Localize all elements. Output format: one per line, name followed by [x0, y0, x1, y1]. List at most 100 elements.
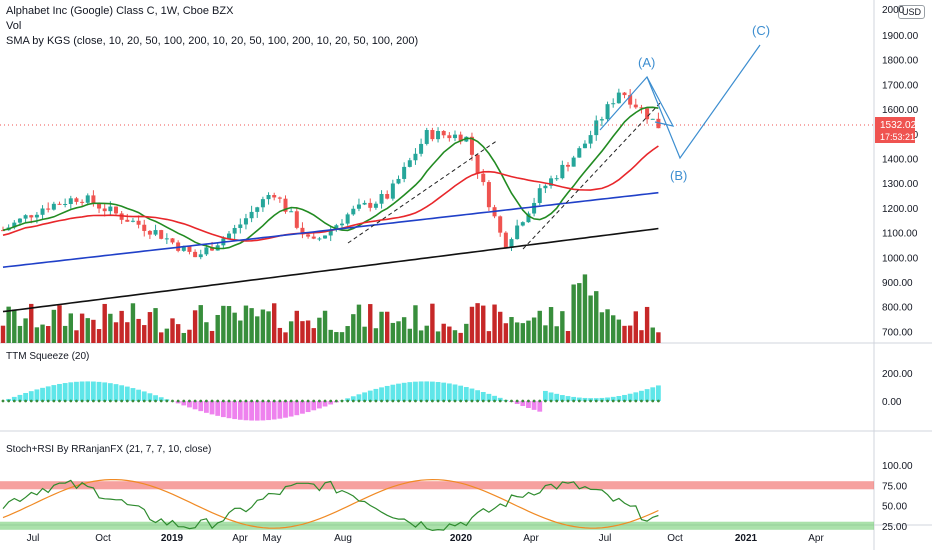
volume-bar	[29, 303, 34, 343]
wave-label-b: (B)	[670, 168, 687, 183]
candle	[114, 206, 118, 214]
candle	[91, 195, 96, 204]
candle	[74, 198, 79, 202]
volume-bar	[396, 321, 401, 343]
candle	[125, 219, 130, 222]
candle	[628, 95, 633, 105]
squeeze-bar	[610, 396, 616, 401]
candle	[108, 206, 113, 212]
candle	[238, 224, 243, 228]
volume-bar	[650, 327, 655, 343]
volume-bar	[531, 317, 537, 343]
squeeze-dot	[221, 399, 225, 403]
volume-bar	[260, 309, 266, 343]
squeeze-dot	[63, 399, 67, 403]
volume-bar	[283, 332, 288, 343]
candle	[51, 203, 56, 210]
candle	[97, 203, 102, 209]
candle	[430, 130, 435, 140]
squeeze-dot	[431, 399, 434, 403]
squeeze-dot	[7, 399, 11, 403]
squeeze-dot	[312, 399, 316, 403]
squeeze-dot	[24, 399, 27, 403]
time-axis-label: Aug	[334, 533, 352, 544]
squeeze-dot	[137, 399, 141, 403]
chart-symbol-title: Alphabet Inc (Google) Class C, 1W, Cboe …	[6, 5, 234, 17]
candle	[503, 232, 508, 248]
squeeze-dot	[12, 399, 16, 403]
candle	[515, 225, 520, 240]
volume-bar	[458, 332, 463, 343]
squeeze-bar	[520, 401, 526, 407]
squeeze-dot	[103, 399, 107, 403]
squeeze-dot	[628, 399, 632, 403]
squeeze-dot	[481, 399, 485, 403]
volume-bar	[543, 325, 548, 343]
time-axis-label: 2020	[450, 533, 473, 544]
time-axis-label: Oct	[667, 533, 683, 544]
squeeze-dot	[1, 399, 5, 403]
squeeze-dot	[640, 399, 643, 403]
volume-bar	[119, 310, 124, 343]
squeeze-bar	[209, 401, 215, 415]
volume-bar	[498, 311, 503, 343]
volume-bar	[503, 323, 509, 343]
squeeze-dot	[623, 399, 626, 403]
currency-selector[interactable]: USD	[897, 5, 925, 19]
squeeze-dot	[193, 399, 197, 403]
squeeze-dot	[363, 399, 366, 403]
candle	[272, 195, 277, 198]
squeeze-bar	[260, 401, 266, 421]
volume-bar	[554, 326, 559, 343]
squeeze-bar	[17, 394, 23, 401]
squeeze-dot	[261, 399, 265, 403]
candle	[159, 230, 164, 239]
squeeze-bar	[51, 385, 57, 401]
squeeze-dot	[318, 399, 321, 403]
squeeze-dot	[515, 399, 519, 403]
candle	[645, 108, 650, 120]
squeeze-bar	[656, 385, 661, 401]
squeeze-bar	[446, 383, 452, 401]
candle	[277, 197, 282, 199]
volume-bar	[362, 326, 367, 343]
rsi-line	[2, 479, 659, 532]
squeeze-dot	[35, 399, 39, 403]
volume-bar	[175, 324, 181, 343]
squeeze-dot	[600, 399, 604, 403]
time-axis-label: 2021	[735, 533, 758, 544]
squeeze-dot	[176, 399, 180, 403]
squeeze-dot	[617, 399, 621, 403]
price-axis-label: 900.00	[882, 278, 913, 289]
volume-bar	[492, 304, 497, 343]
squeeze-dot	[583, 399, 587, 403]
squeeze-dot	[589, 399, 592, 403]
squeeze-dot	[108, 399, 112, 403]
squeeze-bar	[605, 397, 610, 401]
squeeze-dot	[657, 399, 660, 403]
squeeze-bar	[249, 401, 254, 421]
sma-line-black	[2, 227, 659, 313]
squeeze-bar	[232, 401, 238, 420]
candle	[407, 160, 412, 167]
squeeze-dot	[131, 399, 135, 403]
volume-bar	[616, 319, 622, 343]
squeeze-dot	[46, 399, 50, 403]
candle	[560, 164, 565, 179]
candle	[306, 234, 311, 237]
squeeze-bar	[480, 391, 486, 401]
volume-bar	[181, 332, 186, 343]
squeeze-bar	[294, 401, 300, 416]
candle	[356, 204, 361, 209]
volume-bar	[192, 310, 198, 343]
squeeze-bar	[198, 401, 204, 412]
volume-bar	[565, 330, 571, 343]
volume-bar	[339, 332, 345, 343]
squeeze-bar	[514, 401, 520, 405]
candle	[300, 227, 305, 235]
volume-bar	[17, 325, 23, 343]
candle	[80, 201, 85, 203]
squeeze-bar	[322, 401, 328, 407]
squeeze-dot	[374, 399, 378, 403]
